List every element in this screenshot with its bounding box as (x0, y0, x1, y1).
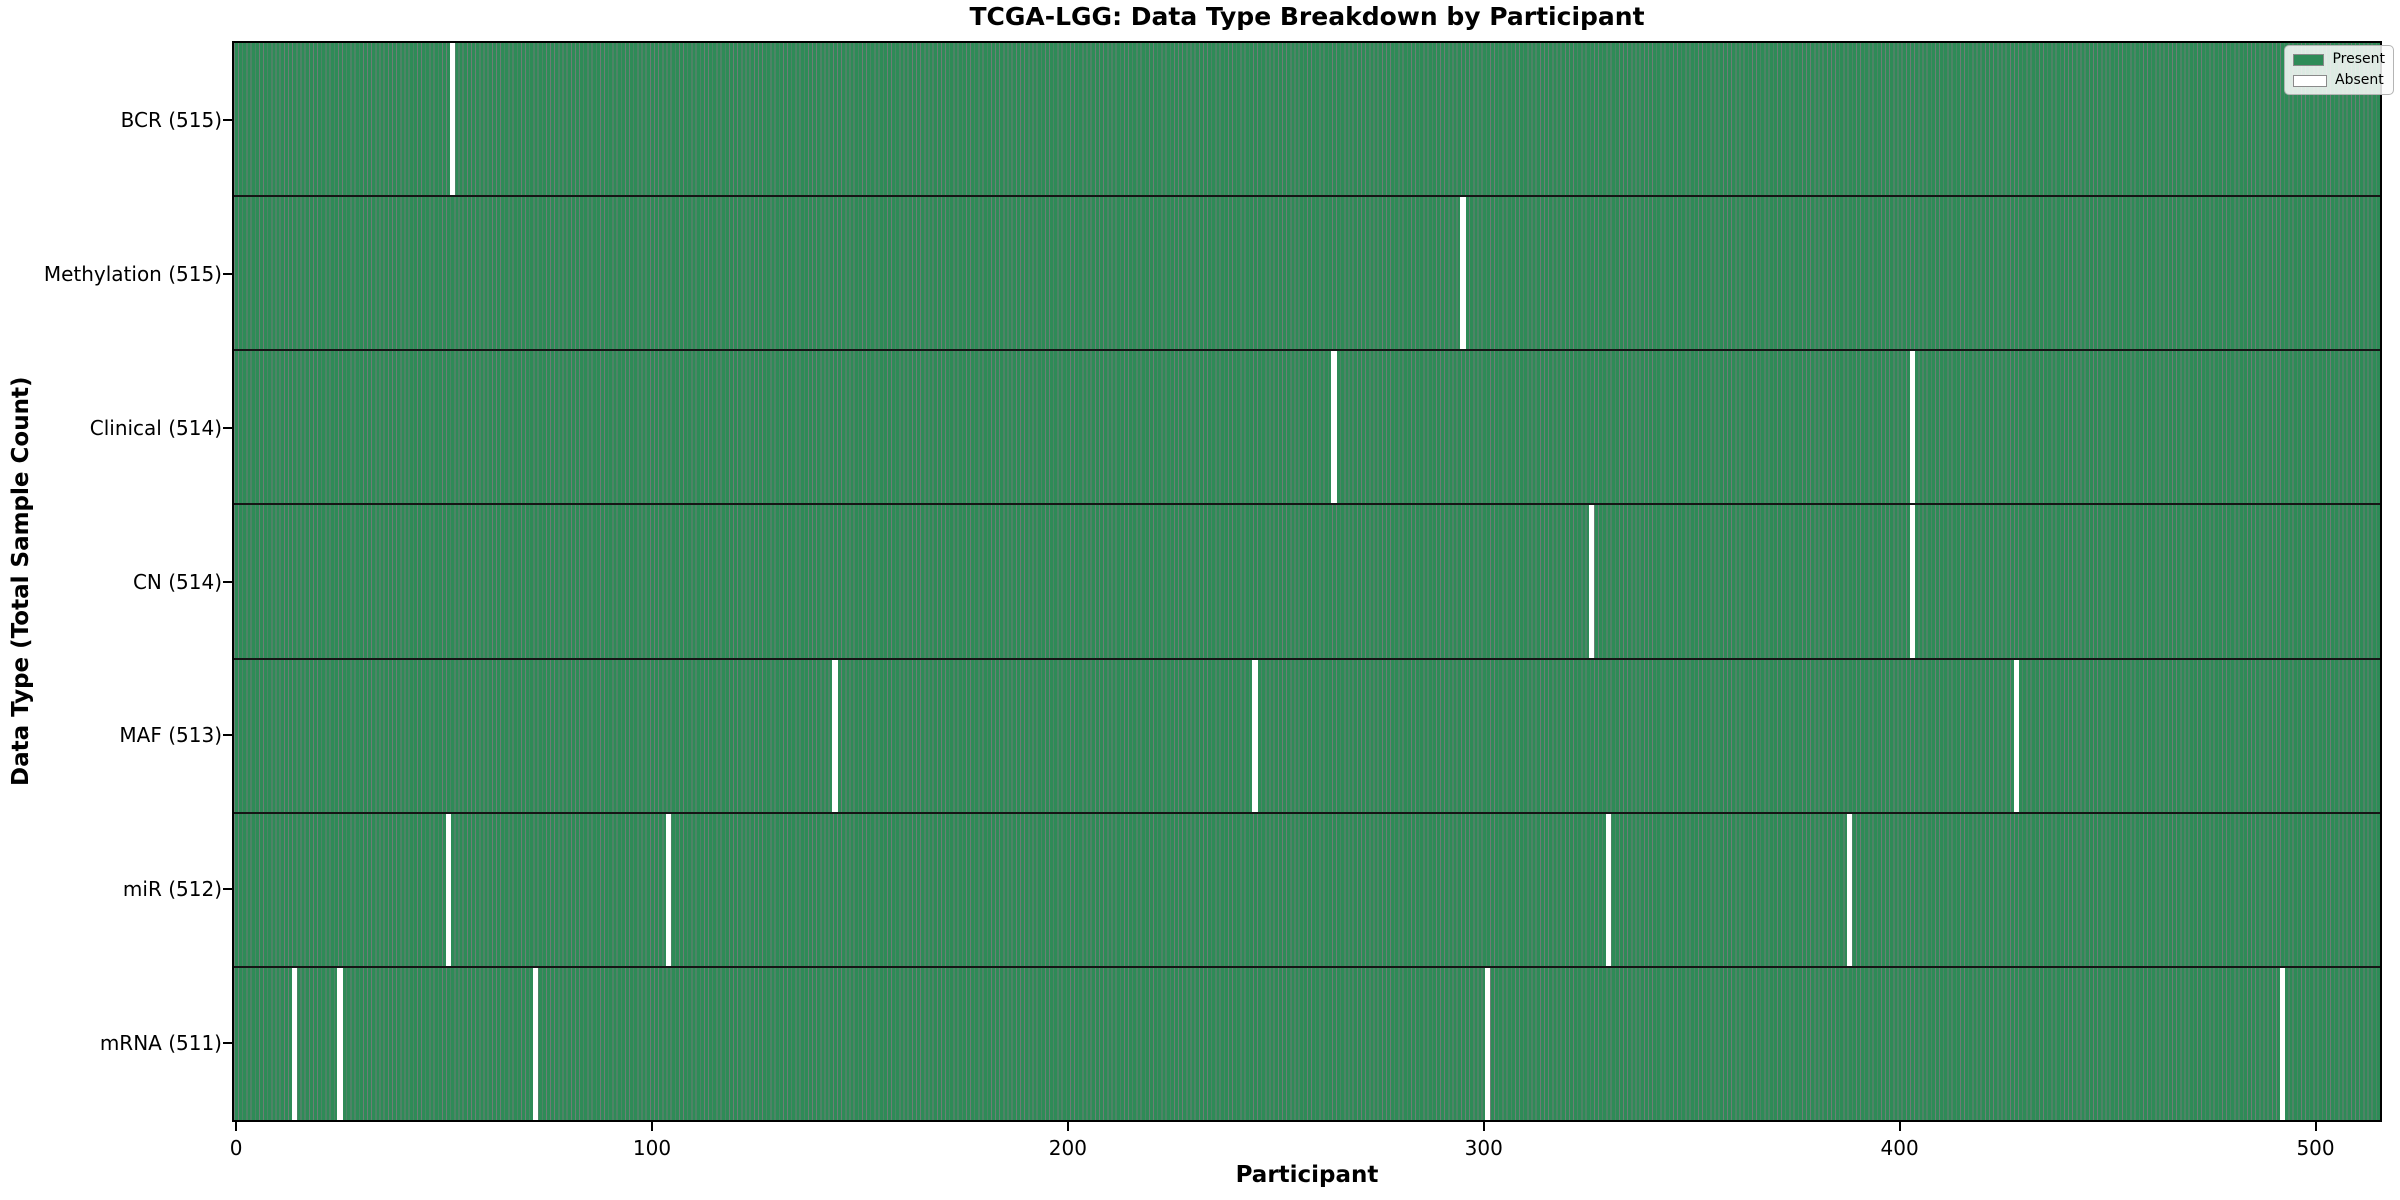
absent-marker (449, 43, 455, 196)
absent-marker (2013, 659, 2019, 812)
x-tick-mark (1066, 1122, 1069, 1131)
legend-label-present: Present (2332, 51, 2385, 67)
x-tick-mark (1482, 1122, 1485, 1131)
x-tick-mark (235, 1122, 238, 1131)
chart-row-maf (234, 657, 2380, 812)
chart-row-mir (234, 811, 2380, 966)
y-tick-mark (223, 888, 232, 891)
chart-row-clinical (234, 349, 2380, 504)
plot-area (232, 41, 2382, 1122)
y-tick-label: CN (514) (132, 569, 222, 594)
x-tick-label: 100 (632, 1136, 672, 1160)
y-tick-mark (223, 580, 232, 583)
x-tick-mark (2314, 1122, 2317, 1131)
absent-marker (1909, 351, 1915, 504)
y-tick-mark (223, 272, 232, 275)
x-tick-mark (650, 1122, 653, 1131)
absent-marker (1589, 505, 1595, 658)
absent-marker (291, 967, 297, 1120)
x-tick-label: 400 (1880, 1136, 1919, 1160)
absent-marker (1252, 659, 1258, 812)
y-tick-label: Methylation (515) (43, 261, 222, 286)
chart-row-mrna (234, 965, 2380, 1120)
absent-marker (1605, 813, 1612, 966)
absent-marker (1485, 967, 1491, 1120)
absent-marker (666, 813, 672, 966)
y-tick-label: miR (512) (122, 877, 222, 902)
absent-marker (2279, 967, 2285, 1120)
absent-swatch-icon (2293, 74, 2327, 87)
y-tick-label: MAF (513) (119, 723, 222, 748)
y-tick-mark (223, 118, 232, 121)
y-tick-label: mRNA (511) (99, 1031, 222, 1056)
y-tick-label: Clinical (514) (89, 415, 222, 440)
absent-marker (445, 813, 451, 966)
legend-item-present: Present (2293, 52, 2385, 67)
x-axis-label: Participant (1235, 1162, 1379, 1188)
legend-label-absent: Absent (2335, 72, 2384, 88)
y-tick-mark (223, 1042, 232, 1045)
absent-marker (532, 967, 539, 1120)
x-tick-label: 200 (1048, 1136, 1087, 1160)
x-tick-label: 500 (2296, 1136, 2335, 1160)
absent-marker (1909, 505, 1915, 658)
present-swatch-icon (2293, 53, 2325, 66)
chart-row-bcr (234, 43, 2380, 196)
absent-marker (832, 659, 838, 812)
absent-marker (1331, 351, 1337, 504)
y-tick-mark (223, 734, 232, 737)
x-tick-label: 0 (229, 1136, 243, 1160)
chart-title: TCGA-LGG: Data Type Breakdown by Partici… (969, 2, 1645, 31)
x-tick-mark (1898, 1122, 1901, 1131)
y-tick-mark (223, 426, 232, 429)
absent-marker (1847, 813, 1853, 966)
x-tick-label: 300 (1464, 1136, 1503, 1160)
legend-item-absent: Absent (2293, 73, 2385, 88)
legend: Present Absent (2284, 45, 2394, 95)
chart-row-cn (234, 503, 2380, 658)
absent-marker (1460, 197, 1466, 350)
y-tick-label: BCR (515) (120, 107, 222, 132)
chart-row-methylation (234, 195, 2380, 350)
absent-marker (337, 967, 343, 1120)
